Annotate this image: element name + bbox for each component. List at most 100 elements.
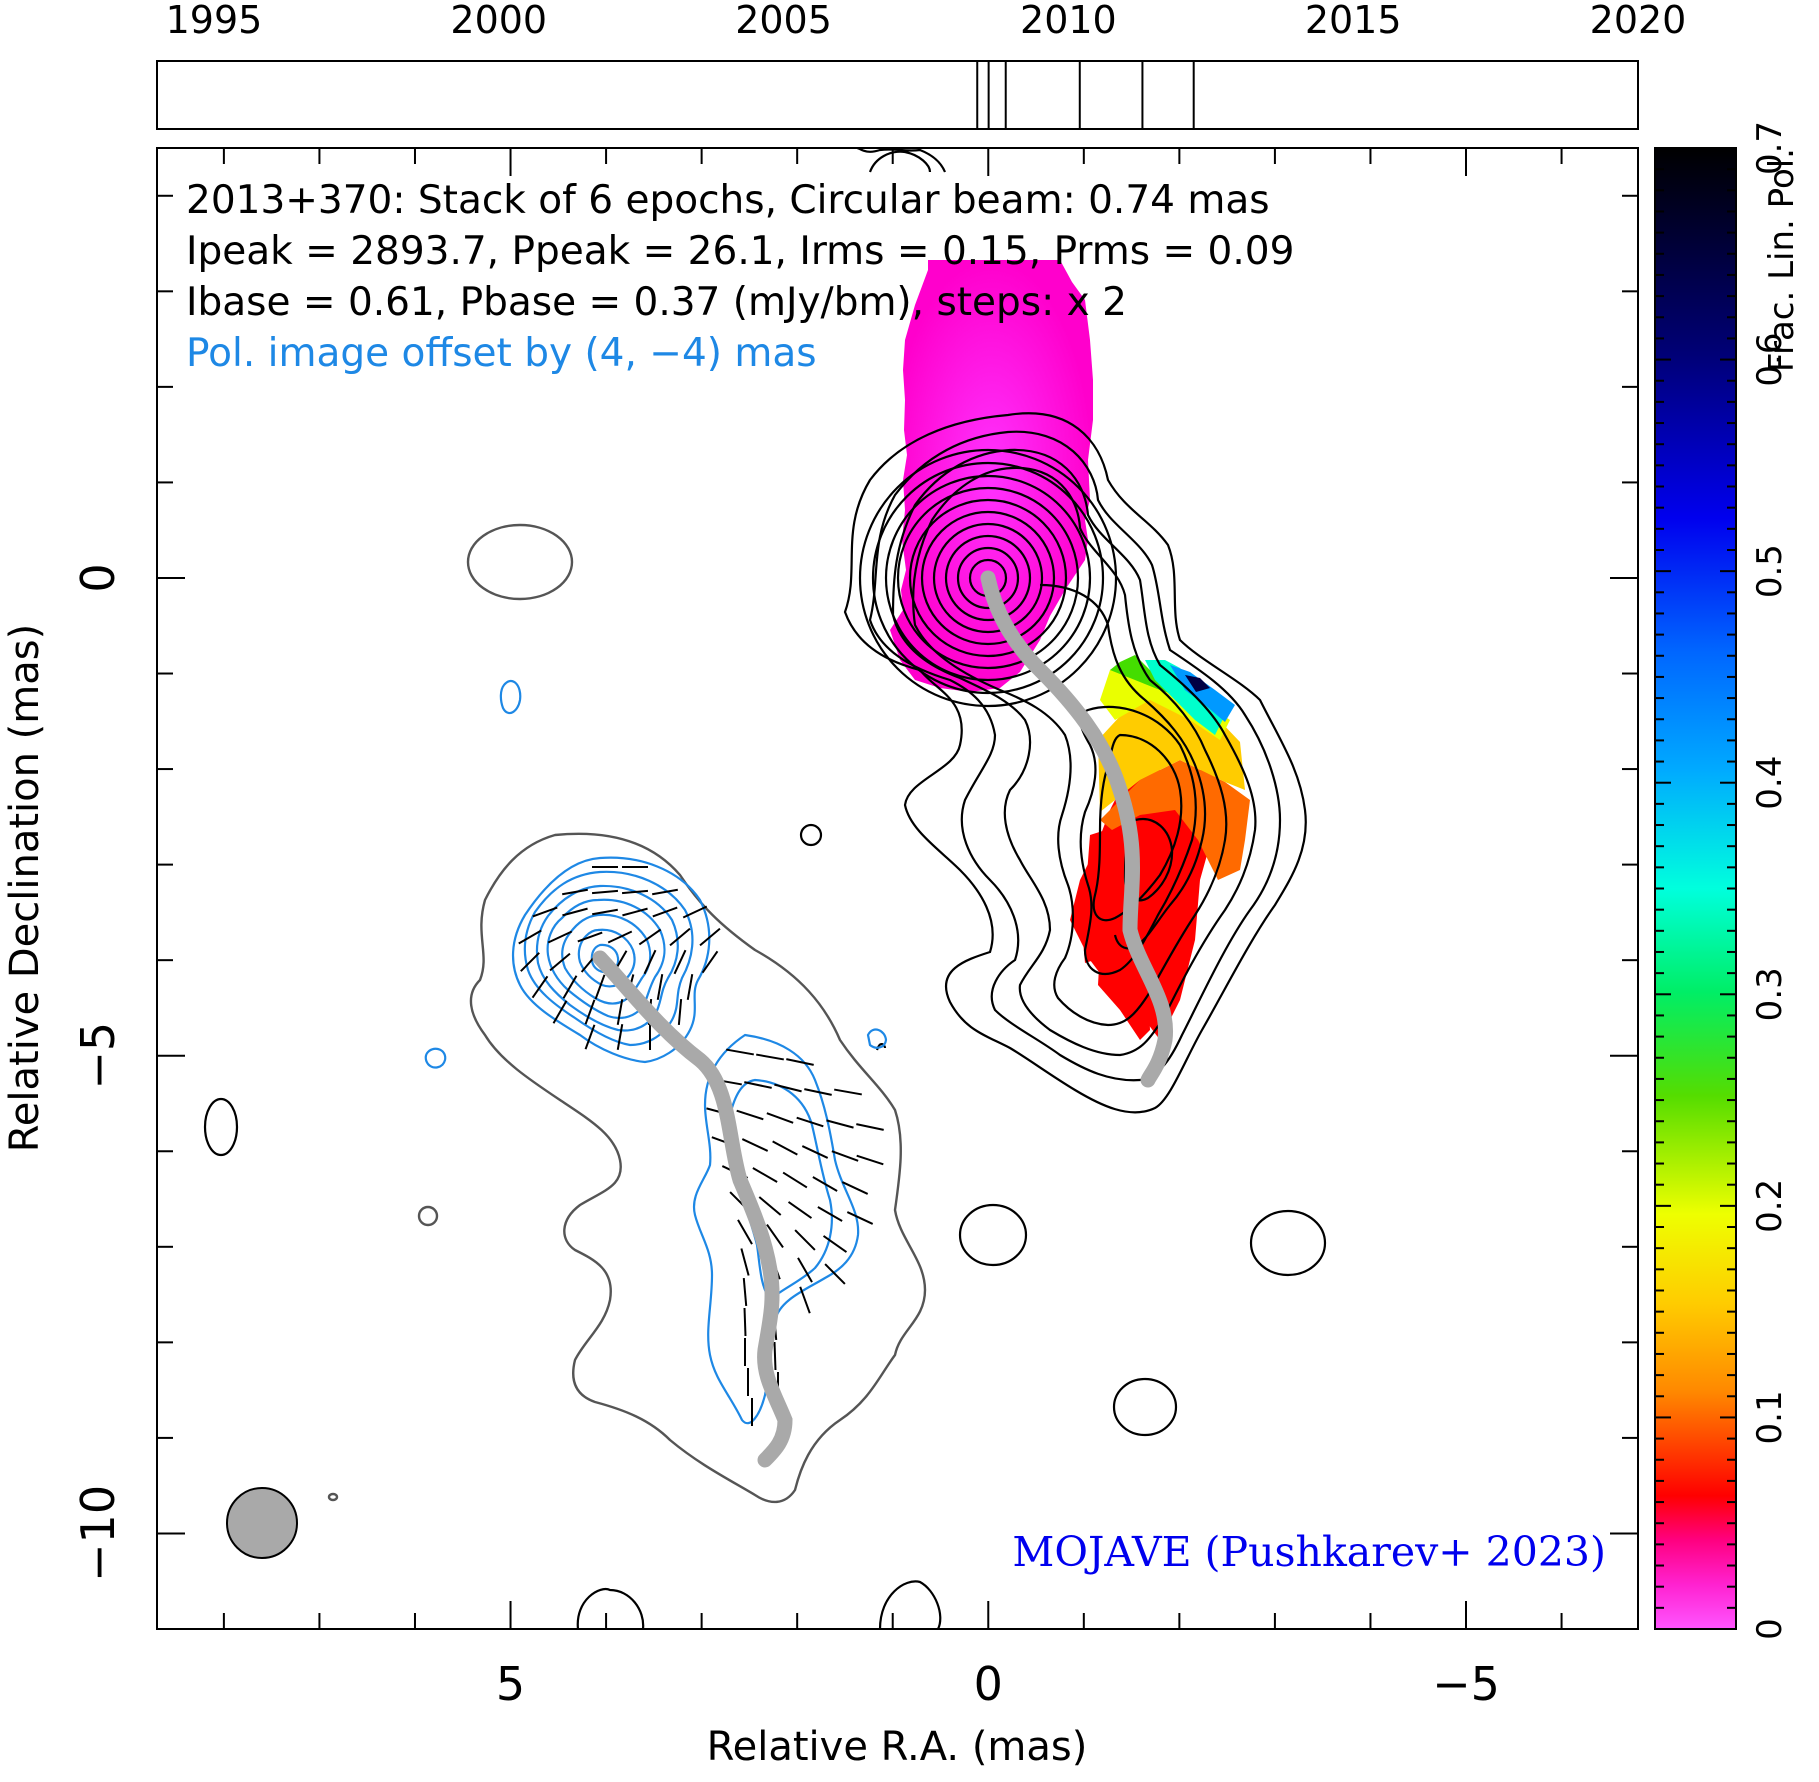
evpa-tick [774,1083,802,1093]
evpa-tick [772,1140,798,1156]
i-contour-core-5 [908,498,1068,658]
i-contour-core-9 [956,546,1020,610]
i-contour-5 [1079,705,1197,976]
timeline-year-label: 2020 [1590,0,1687,42]
evpa-tick [801,1145,829,1159]
evpa-tick [584,1024,596,1050]
jet-dark-region [1185,675,1210,692]
evpa-tick [621,889,649,895]
evpa-tick [616,1024,624,1050]
evpa-tick [638,928,662,946]
evpa-tick [794,1229,816,1251]
timeline-year-label: 2010 [1020,0,1117,42]
x-tick-labels: 5 0 −5 [496,1657,1500,1711]
timeline-year-label: 2000 [450,0,547,42]
evpa-tick [552,1000,568,1024]
offset-i-island-3 [417,1205,439,1227]
evpa-tick [594,974,606,1000]
evpa-tick [549,952,571,972]
offset-i-island-2 [327,1492,339,1502]
image-layers [203,148,1327,1629]
beam-circle [226,1487,298,1559]
evpa-tick [744,1081,772,1089]
y-tick-label: −5 [71,1022,125,1090]
jet-cyan-region [1145,660,1225,735]
y-tick-label: −10 [71,1485,125,1582]
evpa-tick [656,974,664,1000]
pol-contour-4 [546,898,666,1019]
evpa-tick [686,974,694,1000]
pol-contour-2 [523,870,694,1047]
evpa-tick [787,1201,813,1219]
colorbar-label: Frac. Lin. Pol. [1762,148,1802,372]
evpa-tick [831,1150,859,1162]
pol-island-1 [499,679,522,715]
timeline-box [156,60,1639,130]
i-island-5 [799,823,823,847]
x-tick-label: 5 [496,1657,525,1711]
evpa-tick [799,1286,811,1314]
evpa-tick [562,975,578,999]
jet-red-upper [1082,828,1150,1040]
i-contour-core-4 [896,486,1080,670]
evpa-tick [699,927,721,947]
evpa-tick [824,1263,846,1285]
evpa-tick [782,1171,808,1189]
jet-orange-region [1100,760,1250,880]
fractional-pol-jet-map [1070,655,1250,1040]
timeline-year-label: 1995 [166,0,263,42]
offset-stokes-i-contour [327,523,927,1504]
evpa-tick [562,888,588,896]
pol-contour-5 [561,913,652,1005]
credit-text: MOJAVE (Pushkarev+ 2023) [1012,1528,1606,1576]
evpa-tick [773,1341,777,1371]
evpa-tick [834,1088,862,1096]
evpa-tick [518,929,542,945]
evpa-tick [616,999,624,1025]
info-line-1: 2013+370: Stack of 6 epochs, Circular be… [186,178,1270,223]
evpa-tick [743,1307,747,1337]
colorbar-tick-label: 0.5 [1750,544,1790,598]
colorbar-tick-label: 0.7 [1750,121,1790,175]
colorbar-ticks [1655,147,1736,1630]
info-line-3: Ibase = 0.61, Pbase = 0.37 (mJy/bm), ste… [186,280,1127,325]
evpa-tick [701,950,719,974]
evpa-tick [756,1053,784,1061]
i-island-3 [1112,1377,1178,1437]
pol-contour-1 [511,856,711,1064]
i-contour-outer [843,412,1307,1114]
evpa-tick [669,927,691,947]
evpa-tick [797,1257,813,1283]
evpa-tick [796,1116,824,1128]
i-contour-core-1 [858,448,1118,708]
colorbar-tick-label: 0 [1750,1618,1790,1640]
colorbar: 0 0.1 0.2 0.3 0.4 0.5 0.6 0.7 Frac. Lin. Pol. [1654,121,1802,1640]
evpa-tick [737,1219,753,1245]
main-panel-frame [157,148,1638,1629]
evpa-tick [673,949,687,975]
evpa-tick [786,1058,814,1066]
i-contour-core-2 [871,461,1105,695]
pol-island-3 [866,1028,888,1049]
offset-note: Pol. image offset by (4, −4) mas [186,331,817,376]
evpa-tick [532,906,558,918]
evpa-tick [531,975,549,999]
i-contour-core-6 [920,510,1056,646]
i-contour-core-3 [884,474,1092,682]
evpa-tick [622,907,648,917]
pol-contour-jet-outer [692,1033,860,1425]
colorbar-tick-label: 0.4 [1750,756,1790,810]
evpa-tick [643,949,657,975]
main-panel: 5 0 −5 0 −5 −10 2013+370: Stack of 6 epochs,… [2,147,1639,1770]
timeline-year-label: 2015 [1305,0,1402,42]
colorbar-tick-label: 0.2 [1750,1179,1790,1233]
evpa-tick [726,1048,754,1056]
evpa-tick [812,1176,838,1192]
axis-ticks [157,148,1638,1630]
stokes-i-contours [203,148,1327,1629]
evpa-tick [846,1211,874,1225]
i-contour-core-8 [944,534,1032,622]
colorbar-tick-label: 0.3 [1750,967,1790,1021]
evpa-tick [520,952,540,972]
evpa-tick [856,1154,884,1166]
